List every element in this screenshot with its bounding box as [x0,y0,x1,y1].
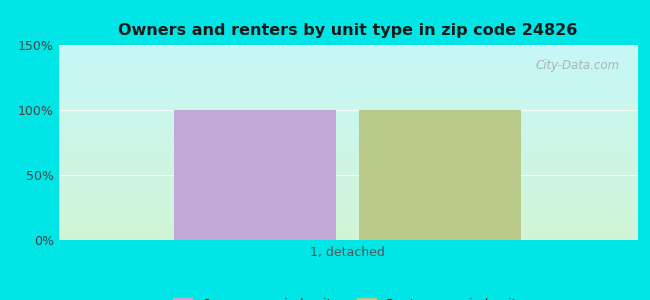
Text: City-Data.com: City-Data.com [536,58,619,72]
Title: Owners and renters by unit type in zip code 24826: Owners and renters by unit type in zip c… [118,23,577,38]
Legend: Owner occupied units, Renter occupied units: Owner occupied units, Renter occupied un… [168,293,527,300]
Bar [359,110,521,240]
Bar [174,110,336,240]
